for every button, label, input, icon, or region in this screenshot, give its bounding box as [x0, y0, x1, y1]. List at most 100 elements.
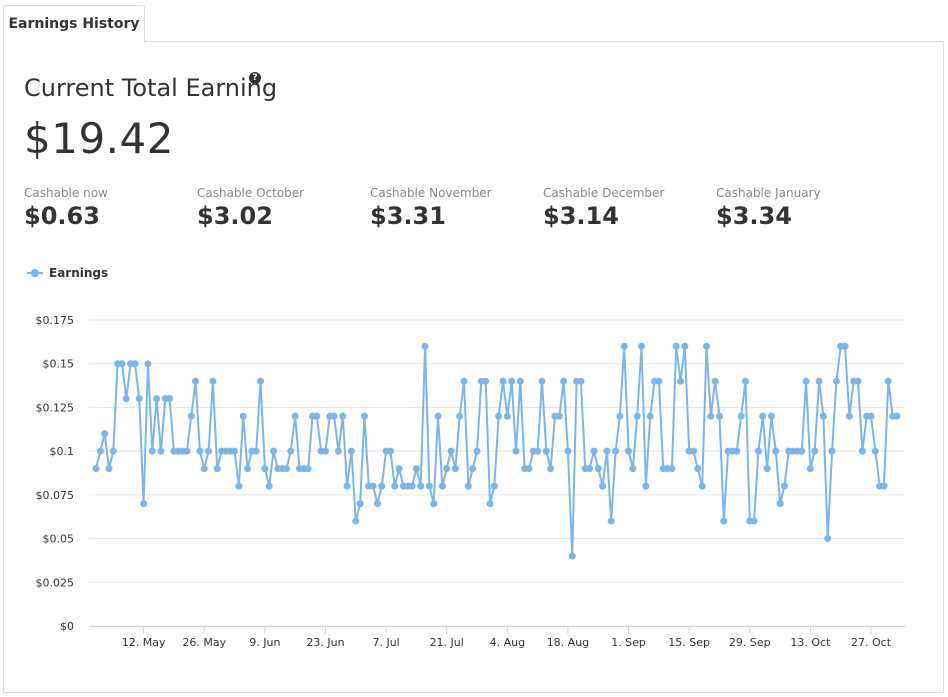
- data-point: [594, 465, 602, 473]
- y-tick-label: $0.075: [36, 489, 75, 502]
- data-point: [503, 412, 511, 420]
- data-point: [759, 412, 767, 420]
- data-point: [776, 500, 784, 508]
- data-point: [586, 465, 594, 473]
- data-point: [633, 412, 641, 420]
- data-point: [425, 482, 433, 490]
- x-tick-label: 12. May: [122, 636, 166, 649]
- data-point: [378, 482, 386, 490]
- data-point: [304, 465, 312, 473]
- data-point: [205, 447, 213, 455]
- y-tick-label: $0.125: [36, 401, 75, 414]
- data-point: [780, 482, 788, 490]
- data-point: [642, 482, 650, 490]
- total-earning-value: $19.42: [24, 114, 174, 163]
- data-point: [261, 465, 269, 473]
- question-circle-icon[interactable]: ?: [249, 72, 261, 84]
- data-point: [884, 377, 892, 385]
- data-point: [733, 447, 741, 455]
- data-point: [213, 465, 221, 473]
- legend-label: Earnings: [49, 266, 109, 280]
- x-tick-label: 15. Sep: [668, 636, 710, 649]
- data-point: [430, 500, 438, 508]
- data-point: [235, 482, 243, 490]
- earnings-panel: [3, 41, 944, 693]
- data-point: [105, 465, 113, 473]
- y-tick-label: $0.175: [36, 314, 75, 327]
- stat-cashable-november: Cashable November $3.31: [370, 186, 540, 230]
- data-point: [196, 447, 204, 455]
- data-point: [893, 412, 901, 420]
- data-point: [291, 412, 299, 420]
- data-point: [612, 447, 620, 455]
- data-point: [257, 377, 265, 385]
- data-point: [616, 412, 624, 420]
- data-point: [456, 412, 464, 420]
- data-point: [798, 447, 806, 455]
- data-point: [599, 482, 607, 490]
- stat-value: $3.31: [370, 202, 446, 230]
- data-point: [140, 500, 148, 508]
- data-point: [421, 342, 429, 350]
- data-point: [352, 517, 360, 525]
- data-point: [283, 465, 291, 473]
- data-point: [187, 412, 195, 420]
- data-point: [568, 552, 576, 560]
- data-point: [270, 447, 278, 455]
- data-point: [819, 412, 827, 420]
- data-point: [443, 465, 451, 473]
- data-point: [754, 447, 762, 455]
- x-tick-label: 27. Oct: [851, 636, 892, 649]
- tab-earnings-history[interactable]: Earnings History: [3, 5, 145, 42]
- data-point: [672, 342, 680, 350]
- data-point: [252, 447, 260, 455]
- data-point: [244, 465, 252, 473]
- stat-value: $3.02: [197, 202, 273, 230]
- data-point: [560, 377, 568, 385]
- data-point: [802, 377, 810, 385]
- data-point: [858, 447, 866, 455]
- data-point: [369, 482, 377, 490]
- data-point: [417, 482, 425, 490]
- data-point: [144, 360, 152, 368]
- data-point: [854, 377, 862, 385]
- data-point: [356, 500, 364, 508]
- data-point: [96, 447, 104, 455]
- data-point: [135, 395, 143, 403]
- data-point: [101, 430, 109, 438]
- data-point: [867, 412, 875, 420]
- data-point: [547, 465, 555, 473]
- data-point: [109, 447, 117, 455]
- data-point: [720, 517, 728, 525]
- data-point: [330, 412, 338, 420]
- data-point: [577, 377, 585, 385]
- tab-bar: Earnings History: [0, 0, 948, 42]
- x-tick-label: 9. Jun: [249, 636, 280, 649]
- data-point: [265, 482, 273, 490]
- data-point: [391, 482, 399, 490]
- data-point: [711, 377, 719, 385]
- stat-label: Cashable January: [716, 186, 821, 200]
- earnings-line-chart[interactable]: $0 $0.025 $0.05 $0.075 $0.1 $0.125 $0.15 $0.175…: [0, 300, 948, 660]
- data-point: [525, 465, 533, 473]
- data-point: [334, 447, 342, 455]
- data-point: [200, 465, 208, 473]
- y-tick-label: $0.025: [36, 576, 75, 589]
- y-tick-label: $0.15: [43, 358, 75, 371]
- data-point: [694, 465, 702, 473]
- x-tick-label: 21. Jul: [430, 636, 464, 649]
- stat-value: $3.34: [716, 202, 792, 230]
- data-point: [131, 360, 139, 368]
- data-point: [192, 377, 200, 385]
- data-point: [347, 447, 355, 455]
- data-point: [464, 482, 472, 490]
- data-point: [880, 482, 888, 490]
- data-point: [841, 342, 849, 350]
- data-point: [668, 465, 676, 473]
- y-tick-label: $0.1: [50, 445, 75, 458]
- data-point: [763, 465, 771, 473]
- chart-legend[interactable]: Earnings: [27, 266, 108, 280]
- x-tick-label: 26. May: [182, 636, 226, 649]
- data-point: [555, 412, 563, 420]
- data-point: [451, 465, 459, 473]
